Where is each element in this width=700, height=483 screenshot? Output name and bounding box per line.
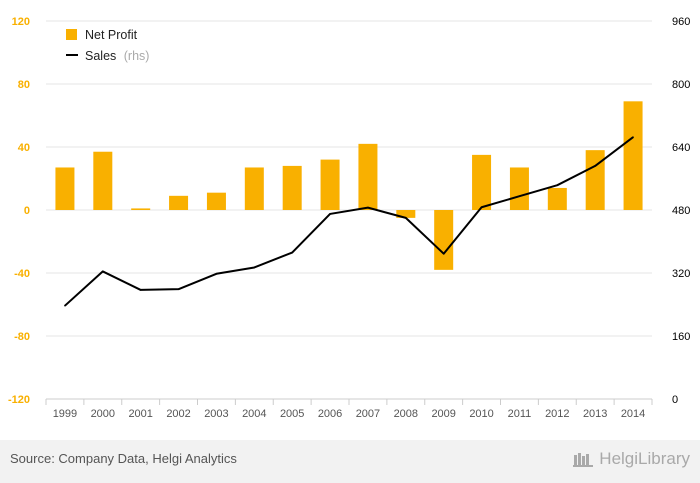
legend-sales-suffix: (rhs) [124, 49, 150, 63]
legend: Net Profit Sales (rhs) [66, 28, 149, 63]
left-tick-label: -40 [14, 268, 30, 280]
left-axis-ticks: 120 80 40 0 -40 -80 -120 [8, 16, 30, 406]
sales-point-2014 [632, 136, 634, 138]
bar-net-profit-2014 [623, 101, 643, 210]
sales-point-2007 [367, 206, 369, 209]
sales-point-2003 [215, 272, 218, 275]
bar-net-profit-2001 [131, 208, 151, 210]
bar-net-profit-2010 [472, 154, 492, 210]
sales-point-2008 [405, 217, 407, 219]
brand-name: HelgiLibrary [599, 449, 690, 468]
x-tick-label: 2013 [583, 408, 607, 420]
x-tick-label: 2000 [91, 408, 115, 420]
right-tick-label: 800 [672, 79, 690, 91]
bar-net-profit-2007 [358, 143, 378, 210]
bar-net-profit-2011 [509, 167, 529, 210]
legend-label-sales: Sales (rhs) [85, 49, 149, 63]
bar-net-profit-2005 [282, 165, 302, 210]
left-tick-label: -80 [14, 331, 30, 343]
bar-net-profit-2009 [434, 210, 454, 270]
x-tick-label: 1999 [53, 408, 77, 420]
x-tick-label: 2006 [318, 408, 342, 420]
sales-point-2006 [329, 213, 331, 215]
x-tick-label: 2003 [204, 408, 228, 420]
sales-point-2002 [177, 288, 180, 290]
sales-point-2012 [556, 184, 559, 186]
right-axis-ticks: 960 800 640 480 320 160 0 [672, 16, 690, 406]
x-tick-label: 2009 [431, 408, 455, 420]
left-tick-label: 80 [18, 79, 30, 91]
x-tick-label: 2014 [621, 408, 645, 420]
line-sales [64, 136, 634, 307]
x-tick-label: 2008 [394, 408, 418, 420]
left-tick-label: 120 [12, 16, 30, 28]
right-tick-label: 960 [672, 16, 690, 28]
footer: Source: Company Data, Helgi Analytics He… [0, 440, 700, 483]
legend-label-net-profit: Net Profit [85, 28, 138, 42]
right-tick-label: 640 [672, 142, 690, 154]
sales-line-path [64, 136, 634, 307]
right-tick-label: 160 [672, 331, 690, 343]
left-tick-label: 0 [24, 205, 30, 217]
right-tick-label: 480 [672, 205, 690, 217]
chart: 120 80 40 0 -40 -80 -120 960 800 640 480 320 160 0 1… [8, 16, 690, 420]
bar-net-profit-2003 [206, 192, 226, 210]
brand-logo: HelgiLibrary [573, 449, 690, 469]
x-tick-label: 2007 [356, 408, 380, 420]
left-tick-label: -120 [8, 394, 30, 406]
sales-point-1999 [64, 304, 66, 307]
sales-point-2013 [594, 165, 596, 167]
bar-net-profit-2012 [547, 187, 567, 210]
x-tick-label: 2011 [508, 408, 532, 420]
right-tick-label: 0 [672, 394, 678, 406]
x-tick-label: 2004 [242, 408, 266, 420]
bar-net-profit-1999 [55, 167, 75, 210]
legend-sales-name: Sales [85, 49, 116, 63]
library-icon [573, 453, 594, 467]
bars-net-profit [55, 101, 643, 270]
sales-point-2004 [253, 266, 256, 269]
bar-net-profit-2013 [585, 150, 605, 210]
left-tick-label: 40 [18, 142, 30, 154]
sales-point-2011 [518, 195, 521, 198]
x-tick-label: 2005 [280, 408, 304, 420]
sales-point-2000 [102, 270, 104, 273]
bar-net-profit-2004 [244, 167, 264, 210]
sales-point-2010 [480, 206, 483, 209]
bar-net-profit-2002 [169, 195, 189, 210]
right-tick-label: 320 [672, 268, 690, 280]
sales-point-2005 [291, 251, 293, 254]
bar-net-profit-2000 [93, 151, 113, 210]
x-tick-label: 2012 [545, 408, 569, 420]
x-axis: 1999 2000 2001 2002 2003 2004 2005 2006 2007 2008… [45, 398, 653, 420]
x-tick-label: 2010 [469, 408, 493, 420]
source-note: Source: Company Data, Helgi Analytics [10, 451, 237, 466]
sales-point-2001 [139, 289, 142, 291]
x-tick-label: 2001 [128, 408, 152, 420]
sales-point-2009 [442, 252, 445, 255]
bar-net-profit-2006 [320, 159, 340, 210]
x-tick-label: 2002 [166, 408, 190, 420]
legend-swatch-net-profit [66, 29, 77, 40]
bar-net-profit-2008 [396, 210, 416, 218]
